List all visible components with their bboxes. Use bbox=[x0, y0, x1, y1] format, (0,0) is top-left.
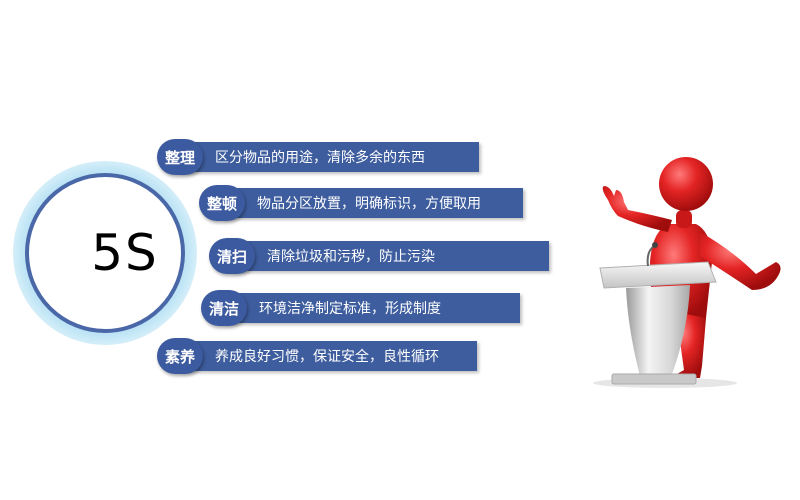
item-bar: 养成良好习惯，保证安全，良性循环 bbox=[179, 341, 477, 371]
figure-head bbox=[659, 157, 713, 211]
podium-column bbox=[626, 285, 690, 376]
figure-left-arm bbox=[602, 186, 672, 232]
item-bar: 清除垃圾和污秽，防止污染 bbox=[231, 241, 549, 271]
item-bar: 环境洁净制定标准，形成制度 bbox=[223, 293, 520, 323]
item-badge: 素养 bbox=[157, 338, 203, 374]
center-label: 5S bbox=[91, 224, 159, 282]
figure-right-arm bbox=[700, 232, 781, 290]
presenter-at-podium-icon bbox=[593, 157, 781, 388]
item-badge: 清扫 bbox=[209, 238, 255, 274]
ring-inner bbox=[25, 173, 185, 333]
item-bar: 区分物品的用途，清除多余的东西 bbox=[179, 142, 479, 172]
podium-base bbox=[611, 373, 697, 385]
item-description: 物品分区放置，明确标识，方便取用 bbox=[257, 196, 481, 212]
item-badge: 清洁 bbox=[201, 290, 247, 326]
cycle-ring bbox=[13, 161, 197, 345]
item-description: 环境洁净制定标准，形成制度 bbox=[259, 301, 441, 317]
podium-top bbox=[599, 261, 717, 289]
item-bar: 物品分区放置，明确标识，方便取用 bbox=[221, 188, 523, 218]
item-description: 区分物品的用途，清除多余的东西 bbox=[215, 150, 425, 166]
item-description: 清除垃圾和污秽，防止污染 bbox=[267, 249, 435, 265]
item-badge: 整顿 bbox=[199, 185, 245, 221]
item-badge: 整理 bbox=[157, 139, 203, 175]
item-description: 养成良好习惯，保证安全，良性循环 bbox=[215, 349, 439, 365]
